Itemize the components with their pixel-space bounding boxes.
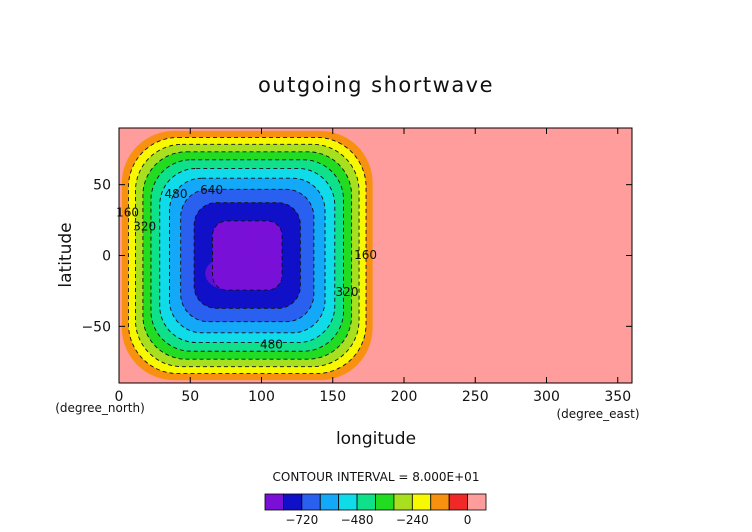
contour-label: 480	[165, 187, 188, 201]
colorbar-swatch	[301, 493, 321, 511]
contour-line	[180, 188, 315, 323]
x-tick-label: 100	[248, 389, 275, 405]
x-axis: 0 50 100 150 200 250 300 350	[115, 128, 631, 405]
contour-interval-text: CONTOUR INTERVAL = 8.000E+01	[273, 470, 480, 484]
y-unit-label: (degree_north)	[55, 401, 145, 415]
colorbar-swatch	[356, 493, 376, 511]
x-tick-label: 250	[462, 389, 489, 405]
contour-label: 640	[200, 183, 223, 197]
colorbar-swatch	[411, 493, 432, 511]
x-tick-label: 0	[115, 389, 124, 405]
x-axis-label: longitude	[336, 429, 416, 449]
minimum-patch	[205, 257, 250, 290]
colorbar-tick-label: −240	[396, 513, 429, 527]
colorbar-tick-label: 0	[464, 513, 472, 527]
minimum-patch	[225, 221, 246, 254]
minimum-patch	[251, 267, 280, 288]
minimum-patch	[241, 251, 262, 268]
colorbar-tick-labels: −720 −480 −240 0	[285, 513, 471, 527]
x-tick-label: 350	[604, 389, 631, 405]
y-tick-label: 50	[93, 178, 111, 194]
colorbar-tick-label: −720	[285, 513, 318, 527]
chart-title: outgoing shortwave	[258, 73, 494, 97]
colorbar-swatch	[448, 493, 468, 511]
contour-line	[159, 168, 336, 343]
colorbar-swatch	[393, 493, 413, 511]
contour-label: 320	[133, 220, 156, 234]
contour-line	[193, 202, 301, 309]
minimum-patch	[257, 231, 282, 252]
y-axis-label: latitude	[56, 222, 76, 287]
colorbar-swatch	[467, 493, 487, 511]
contour-label: 480	[260, 337, 283, 351]
colorbar-swatch	[375, 493, 395, 511]
contour-line	[128, 136, 367, 375]
contour-label: 320	[336, 285, 359, 299]
contour-line	[150, 159, 345, 352]
colorbar-swatch	[283, 493, 303, 511]
colorbar-swatch	[319, 493, 340, 511]
contour-line	[169, 177, 326, 334]
x-tick-label: 150	[319, 389, 346, 405]
y-tick-label: −50	[81, 319, 111, 335]
colorbar-tick-label: −480	[341, 513, 374, 527]
colorbar-swatch	[264, 493, 284, 511]
x-tick-label: 200	[391, 389, 418, 405]
contour-label: 160	[116, 206, 139, 220]
x-unit-label: (degree_east)	[556, 407, 639, 421]
contour-line	[134, 143, 360, 368]
contour-lines	[128, 136, 367, 375]
colorbar-swatch	[338, 493, 358, 511]
colorbar-swatch	[430, 493, 450, 511]
x-tick-label: 50	[181, 389, 199, 405]
y-tick-label: 0	[102, 249, 111, 265]
contour-label: 160	[354, 248, 377, 262]
colorbar	[264, 493, 487, 511]
shaded-field	[121, 130, 373, 381]
x-tick-label: 300	[533, 389, 560, 405]
y-axis: −50 0 50	[81, 178, 632, 335]
